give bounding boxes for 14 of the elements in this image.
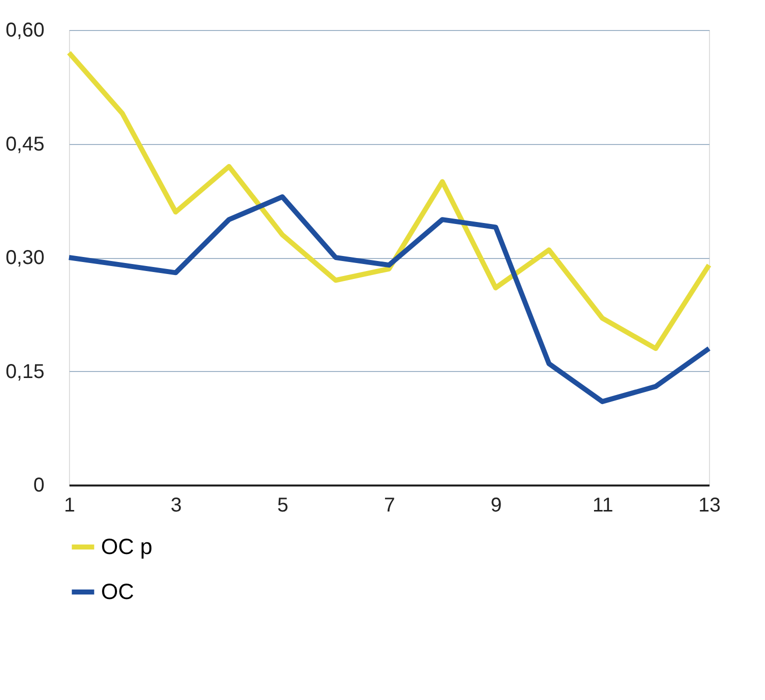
y-tick-label: 0,30 bbox=[6, 247, 44, 269]
y-tick-label: 0,15 bbox=[6, 360, 44, 383]
y-tick-label: 0,60 bbox=[6, 20, 44, 42]
legend-label: OC p bbox=[101, 534, 152, 559]
y-tick-label: 0,45 bbox=[6, 133, 44, 156]
x-tick-label: 7 bbox=[384, 494, 396, 516]
x-tick-label: 3 bbox=[170, 494, 182, 516]
legend-label: OC bbox=[101, 579, 134, 604]
y-tick-label: 0 bbox=[33, 474, 44, 496]
x-tick-label: 11 bbox=[592, 494, 614, 516]
x-tick-label: 5 bbox=[277, 494, 288, 516]
x-tick-label: 9 bbox=[490, 494, 502, 516]
x-tick-label: 13 bbox=[698, 494, 721, 516]
x-tick-label: 1 bbox=[64, 494, 76, 516]
